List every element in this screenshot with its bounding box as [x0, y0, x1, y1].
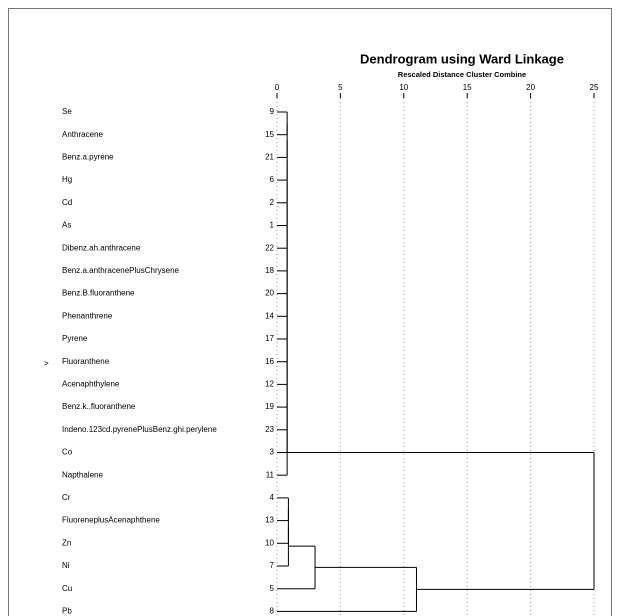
case-number: 12	[265, 380, 274, 389]
case-number: 2	[270, 198, 275, 207]
case-number: 13	[265, 516, 274, 525]
case-number: 1	[270, 221, 275, 230]
case-number: 3	[270, 448, 275, 457]
leaf-label: Co	[62, 448, 73, 457]
x-tick-label: 20	[526, 83, 535, 92]
case-number: 19	[265, 402, 274, 411]
leaf-label: Ni	[62, 561, 70, 570]
leaf-label: Benz.a.anthracenePlusChrysene	[62, 266, 180, 275]
case-number: 6	[270, 175, 275, 184]
leaf-label: Cd	[62, 198, 72, 207]
case-number: 16	[265, 357, 274, 366]
case-number: 15	[265, 130, 274, 139]
x-tick-label: 5	[338, 83, 343, 92]
leaf-label: Dibenz.ah.anthracene	[62, 243, 141, 252]
leaf-label: Napthalene	[62, 470, 103, 479]
case-number: 11	[266, 470, 275, 479]
case-number: 14	[265, 311, 274, 320]
leaf-label: Se	[62, 107, 72, 116]
case-number: 18	[265, 266, 274, 275]
leaf-label: Phenanthrene	[62, 311, 113, 320]
row-marker: >	[44, 359, 49, 368]
case-number: 20	[265, 289, 274, 298]
leaf-label: Fluoranthene	[62, 357, 110, 366]
leaf-label: Benz.B.fluoranthene	[62, 289, 135, 298]
case-number: 4	[270, 493, 275, 502]
leaf-label: Zn	[62, 538, 71, 547]
leaf-label: Benz.a.pyrene	[62, 153, 114, 162]
leaf-label: Cr	[62, 493, 71, 502]
case-number: 9	[270, 107, 275, 116]
x-tick-label: 15	[463, 83, 472, 92]
chart-title: Dendrogram using Ward Linkage	[360, 51, 564, 66]
case-number: 5	[270, 584, 275, 593]
leaf-label: Indeno.123cd.pyrenePlusBenz.ghi.perylene	[62, 425, 217, 434]
leaf-label: Acenaphthylene	[62, 380, 120, 389]
leaf-label: Pb	[62, 607, 72, 616]
leaf-label: As	[62, 221, 71, 230]
leaf-label: Benz.k..fluoranthene	[62, 402, 136, 411]
case-number: 7	[270, 561, 275, 570]
chart-subtitle: Rescaled Distance Cluster Combine	[398, 70, 526, 79]
leaf-label: FluoreneplusAcenaphthene	[62, 516, 160, 525]
case-number: 10	[265, 538, 274, 547]
x-tick-label: 10	[399, 83, 408, 92]
leaf-label: Hg	[62, 175, 72, 184]
x-tick-label: 0	[275, 83, 280, 92]
case-number: 17	[265, 334, 274, 343]
leaf-label: Pyrene	[62, 334, 88, 343]
leaf-label: Cu	[62, 584, 72, 593]
case-number: 22	[265, 243, 274, 252]
case-number: 8	[270, 607, 275, 616]
leaf-label: Anthracene	[62, 130, 103, 139]
case-number: 21	[265, 153, 274, 162]
x-tick-label: 25	[590, 83, 599, 92]
frame	[8, 8, 612, 616]
case-number: 23	[265, 425, 274, 434]
